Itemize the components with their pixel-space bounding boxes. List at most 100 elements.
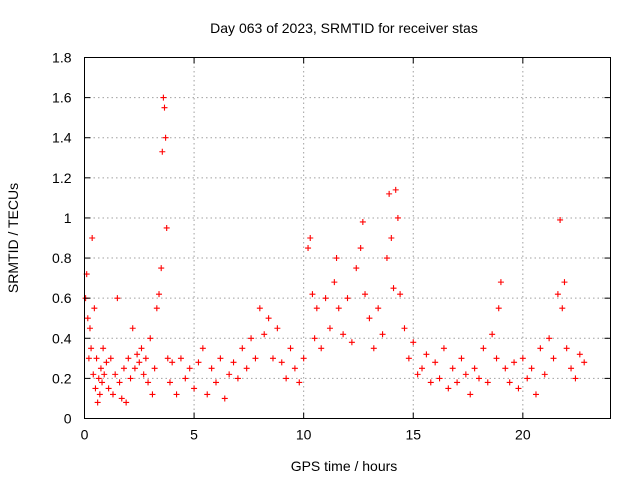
data-point	[300, 355, 307, 362]
data-point	[375, 305, 382, 312]
data-point	[476, 375, 482, 382]
data-point	[208, 365, 215, 372]
grid-lines	[84, 57, 611, 419]
data-point	[296, 379, 303, 386]
data-point	[85, 355, 92, 362]
data-point	[252, 355, 259, 362]
data-point	[322, 295, 329, 302]
data-point	[370, 345, 377, 352]
data-point	[173, 391, 180, 398]
data-point	[118, 395, 125, 402]
data-point	[91, 305, 98, 312]
data-point	[97, 365, 104, 372]
data-point	[99, 379, 106, 386]
data-point	[576, 351, 583, 358]
data-point	[528, 365, 535, 372]
data-point	[160, 94, 167, 101]
x-axis-title: GPS time / hours	[291, 458, 398, 474]
y-tick-label: 1.6	[52, 90, 72, 106]
data-point	[511, 359, 518, 366]
data-point	[88, 345, 95, 352]
data-point	[226, 371, 233, 378]
data-point	[169, 359, 176, 366]
y-tick-label: 1.2	[52, 170, 72, 186]
data-point	[114, 295, 121, 302]
chart-title: Day 063 of 2023, SRMTID for receiver sta…	[210, 20, 478, 36]
data-point	[532, 391, 539, 398]
data-point	[287, 345, 294, 352]
y-tick-label: 0.4	[52, 330, 72, 346]
data-point	[182, 375, 189, 382]
data-point	[112, 371, 119, 378]
data-point	[283, 375, 290, 382]
data-point	[269, 355, 276, 362]
data-point	[177, 355, 184, 362]
data-point	[158, 265, 165, 272]
x-tick-label: 10	[296, 427, 312, 443]
data-point	[414, 371, 421, 378]
data-point	[92, 385, 99, 392]
data-point	[388, 235, 395, 241]
data-point	[199, 345, 206, 352]
data-point	[109, 391, 116, 398]
data-point	[344, 295, 351, 302]
data-point	[291, 365, 298, 372]
data-point	[265, 315, 272, 322]
data-point	[458, 355, 465, 362]
data-point	[164, 355, 171, 362]
data-point	[84, 315, 91, 322]
data-point	[537, 345, 544, 352]
data-point	[462, 371, 469, 378]
x-tick-label: 20	[515, 427, 531, 443]
data-point	[307, 235, 314, 241]
data-point	[217, 355, 224, 362]
data-point	[410, 339, 417, 346]
data-point	[162, 134, 169, 141]
data-point	[502, 365, 509, 372]
data-point	[221, 395, 228, 402]
data-point	[493, 355, 500, 362]
data-point	[445, 385, 452, 392]
data-point	[524, 375, 531, 382]
data-point	[134, 351, 141, 358]
data-point	[353, 265, 360, 272]
data-point	[449, 365, 456, 372]
data-point	[156, 291, 163, 298]
data-point	[419, 365, 426, 372]
data-point	[432, 359, 439, 366]
data-point	[89, 235, 96, 241]
data-point	[331, 279, 338, 286]
data-point	[230, 359, 237, 366]
data-point	[105, 385, 112, 392]
data-point	[153, 305, 160, 312]
data-point	[401, 325, 408, 332]
data-point	[145, 379, 152, 386]
data-point	[497, 279, 504, 286]
data-point	[318, 345, 325, 352]
data-point	[390, 285, 397, 292]
data-point	[123, 399, 130, 406]
data-point	[239, 345, 246, 352]
data-point	[166, 379, 173, 386]
data-point	[506, 379, 513, 386]
data-point	[311, 335, 318, 342]
data-point	[243, 365, 250, 372]
data-point	[86, 325, 93, 332]
data-point	[234, 375, 241, 382]
data-point	[394, 214, 401, 221]
data-point	[95, 375, 102, 382]
data-point	[131, 365, 138, 372]
data-point	[427, 379, 434, 386]
y-tick-label: 0.2	[52, 370, 72, 386]
data-point	[559, 305, 566, 312]
y-tick-label: 0	[64, 411, 72, 427]
data-point	[480, 345, 487, 352]
data-point	[326, 325, 333, 332]
data-point	[140, 371, 147, 378]
data-point	[204, 391, 211, 398]
data-point	[278, 359, 285, 366]
data-point	[151, 365, 158, 372]
data-point	[163, 224, 170, 231]
y-tick-label: 0.6	[52, 290, 72, 306]
data-point	[405, 355, 412, 362]
